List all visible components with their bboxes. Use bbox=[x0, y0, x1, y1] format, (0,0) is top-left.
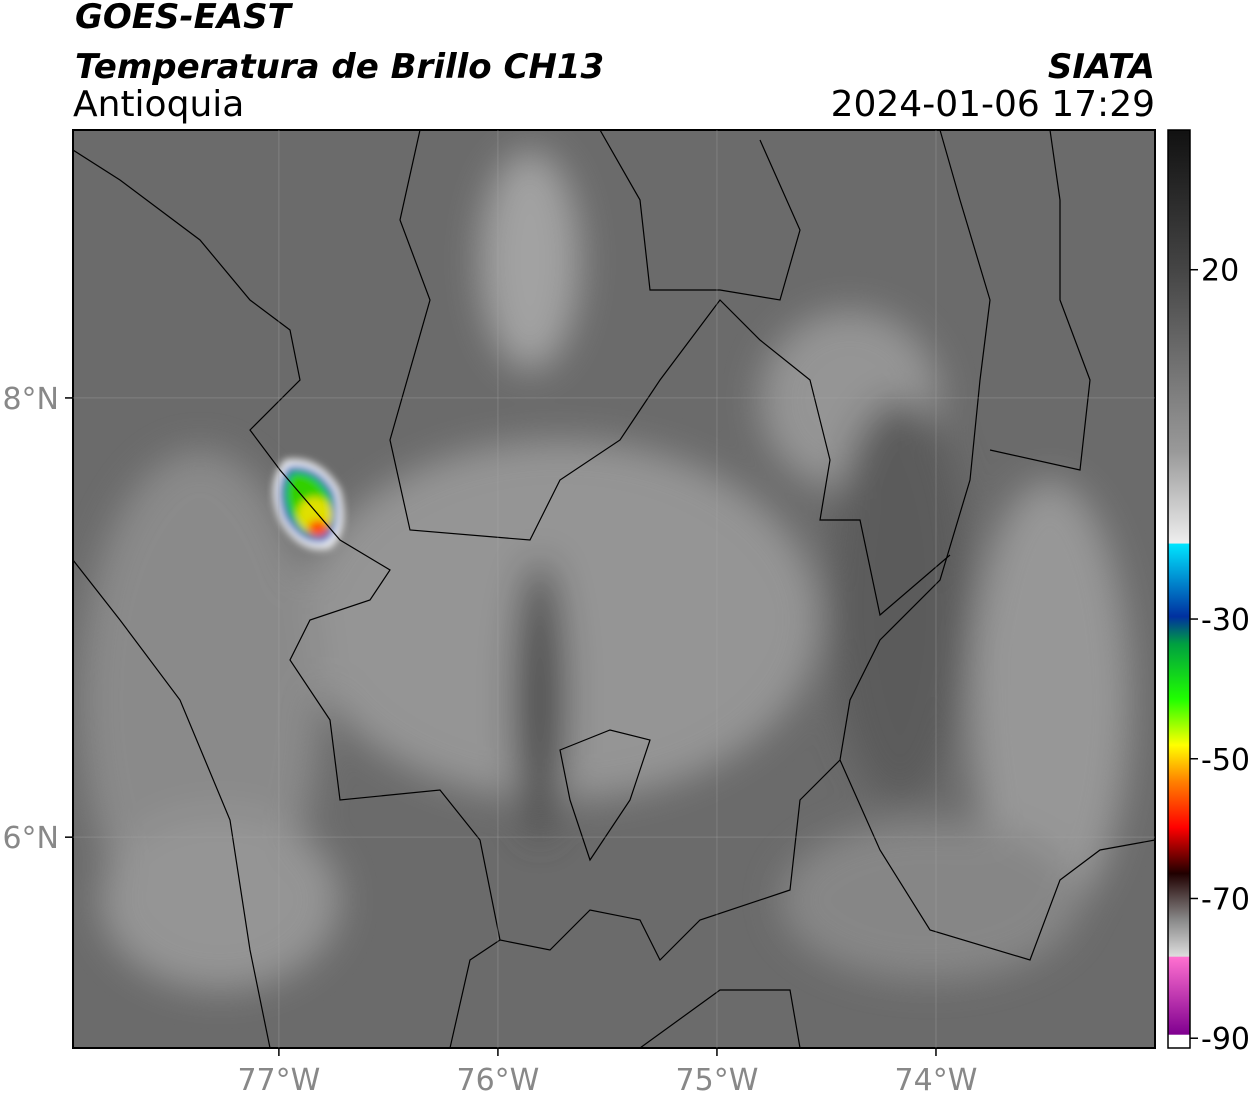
x-tick-label: 75°W bbox=[676, 1063, 759, 1098]
x-tick-label: 74°W bbox=[895, 1063, 978, 1098]
map-frame bbox=[72, 129, 1156, 1049]
region: Antioquia bbox=[73, 84, 244, 125]
y-tick-label: 8°N bbox=[2, 382, 59, 417]
map-image bbox=[73, 130, 1155, 1048]
colorbar bbox=[1167, 129, 1191, 1049]
colorbar-tick-label: 20 bbox=[1201, 254, 1239, 289]
x-tick-label: 77°W bbox=[237, 1063, 320, 1098]
x-tick-label: 76°W bbox=[456, 1063, 539, 1098]
title: GOES-EAST bbox=[75, 0, 294, 37]
colorbar-tick-label: -70 bbox=[1201, 882, 1250, 917]
colorbar-tick-label: -90 bbox=[1201, 1022, 1250, 1057]
subtitle: Temperatura de Brillo CH13 bbox=[75, 47, 604, 87]
datetime: 2024-01-06 17:29 bbox=[831, 84, 1155, 125]
colorbar-tick-label: -50 bbox=[1201, 743, 1250, 778]
y-tick-label: 6°N bbox=[2, 821, 59, 856]
source: SIATA bbox=[1048, 47, 1155, 87]
colorbar-tick-label: -30 bbox=[1201, 603, 1250, 638]
